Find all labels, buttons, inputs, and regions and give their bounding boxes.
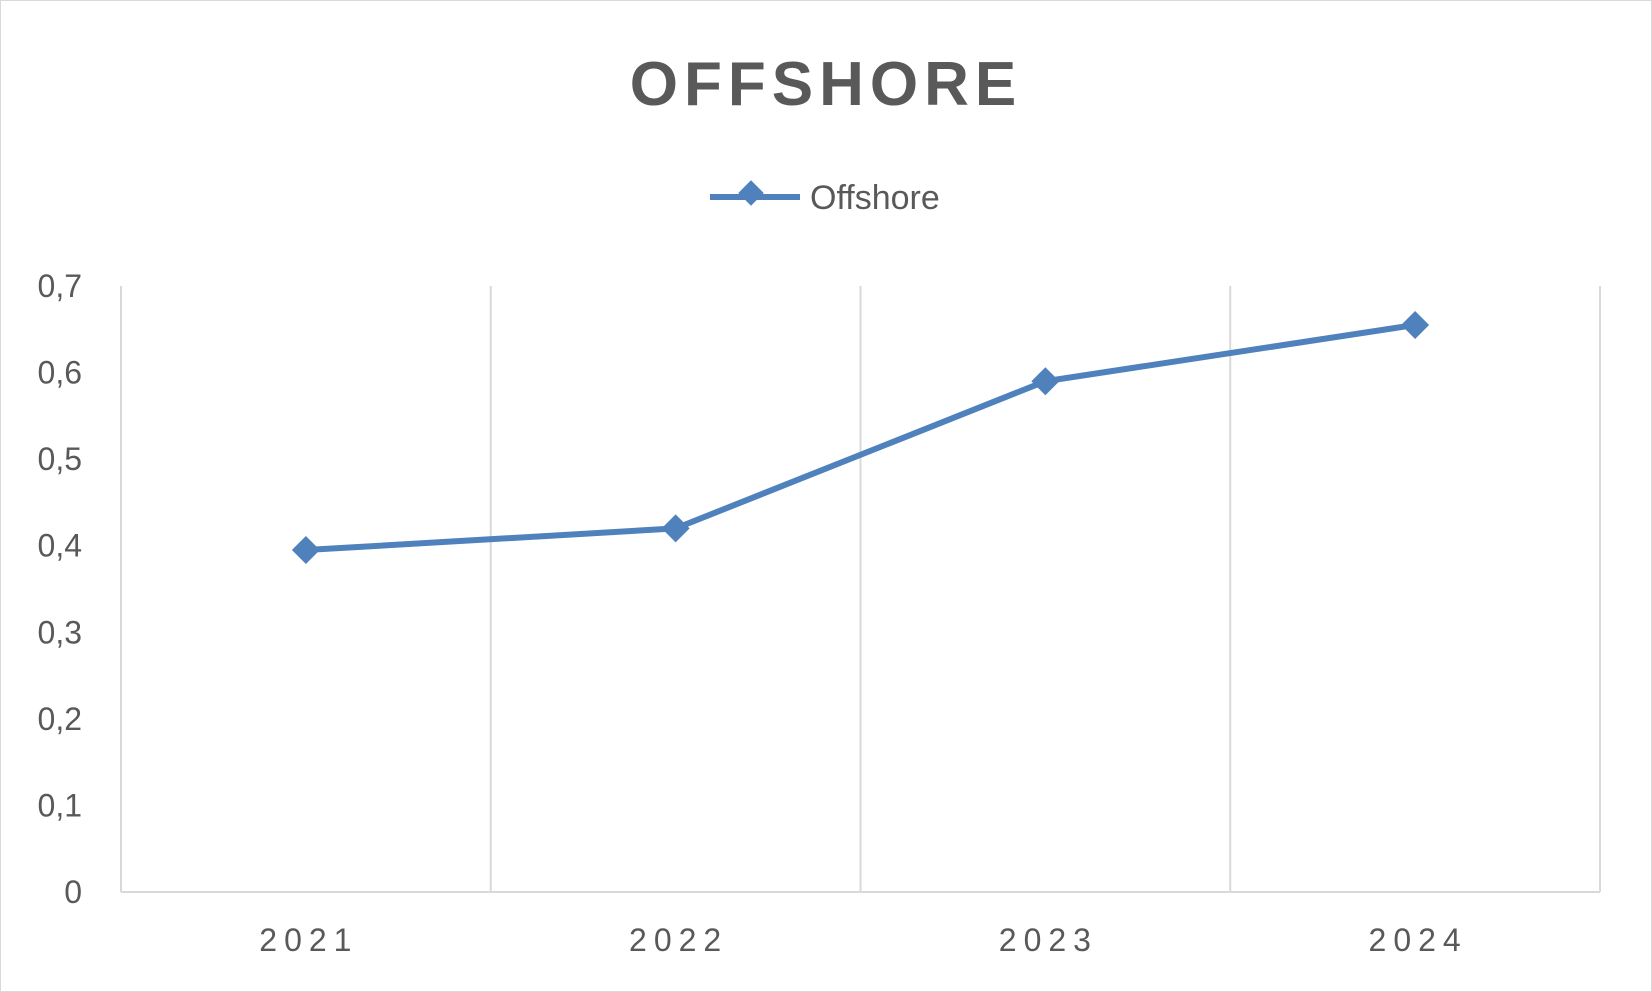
x-tick-label: 2023 [999, 922, 1098, 958]
x-tick-label: 2021 [259, 922, 358, 958]
y-tick-label: 0,4 [38, 528, 82, 564]
x-tick-label: 2022 [629, 922, 728, 958]
y-tick-label: 0,2 [38, 701, 82, 737]
y-tick-label: 0,1 [38, 787, 82, 823]
data-point-marker [1401, 310, 1430, 339]
gridlines [120, 286, 1601, 892]
y-tick-label: 0,5 [38, 441, 82, 477]
y-tick-label: 0,3 [38, 614, 82, 650]
y-tick-label: 0 [64, 874, 82, 910]
legend-label: Offshore [810, 179, 940, 217]
y-axis-ticks: 0 0,1 0,2 0,3 0,4 0,5 0,6 0,7 [38, 268, 82, 910]
data-point-marker [661, 514, 690, 543]
data-point-marker [291, 536, 320, 565]
legend-marker [738, 180, 764, 206]
x-axis-ticks: 2021 2022 2023 2024 [259, 922, 1468, 958]
series-line [305, 321, 1416, 554]
y-tick-label: 0,6 [38, 355, 82, 391]
series-offshore [291, 310, 1430, 565]
x-tick-label: 2024 [1369, 922, 1468, 958]
legend: Offshore [710, 179, 940, 217]
chart-title: OFFSHORE [630, 50, 1022, 119]
data-point-marker [1031, 367, 1060, 396]
y-tick-label: 0,7 [38, 268, 82, 304]
